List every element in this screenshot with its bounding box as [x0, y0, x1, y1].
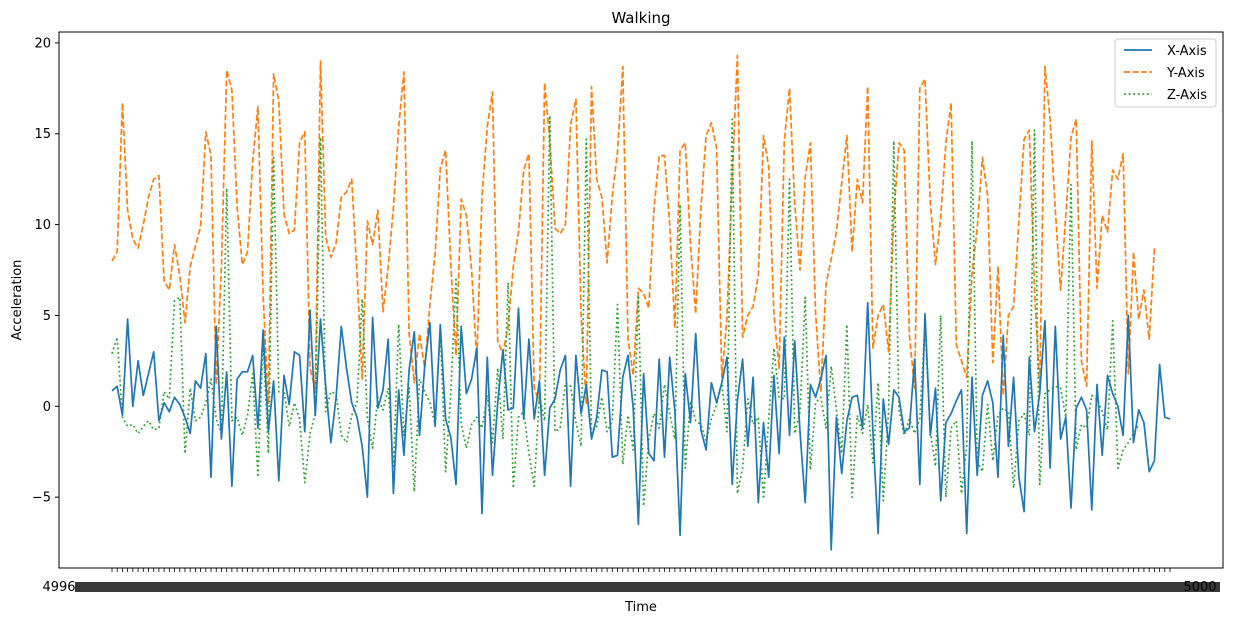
y-tick-label: −5	[32, 491, 51, 506]
legend-box	[1114, 38, 1217, 108]
y-tick-label: 0	[43, 400, 51, 415]
x-first-tick-label: 4996	[42, 580, 75, 595]
legend-label-z-axis: Z-Axis	[1167, 88, 1207, 103]
chart-title: Walking	[611, 9, 670, 27]
y-tick-label: 10	[34, 218, 51, 233]
y-axis-label: Acceleration	[10, 260, 25, 341]
series-line-y-axis	[111, 54, 1156, 406]
y-axis-ticks: −5 0 5 10 15 20	[32, 36, 59, 506]
y-tick-label: 5	[43, 309, 51, 324]
x-tick-labels-overlap-band	[75, 582, 1220, 592]
y-tick-label: 15	[34, 127, 51, 142]
series-layer	[111, 54, 1171, 551]
series-line-x-axis	[111, 301, 1171, 551]
legend: X-Axis Y-Axis Z-Axis	[1114, 38, 1217, 108]
y-tick-label: 20	[34, 36, 51, 51]
x-last-tick-label: 5000	[1183, 580, 1216, 595]
plot-frame	[58, 31, 1224, 569]
legend-label-y-axis: Y-Axis	[1166, 66, 1205, 81]
x-axis-ticks	[75, 568, 1220, 592]
x-axis-label: Time	[624, 600, 657, 615]
legend-label-x-axis: X-Axis	[1167, 44, 1207, 59]
